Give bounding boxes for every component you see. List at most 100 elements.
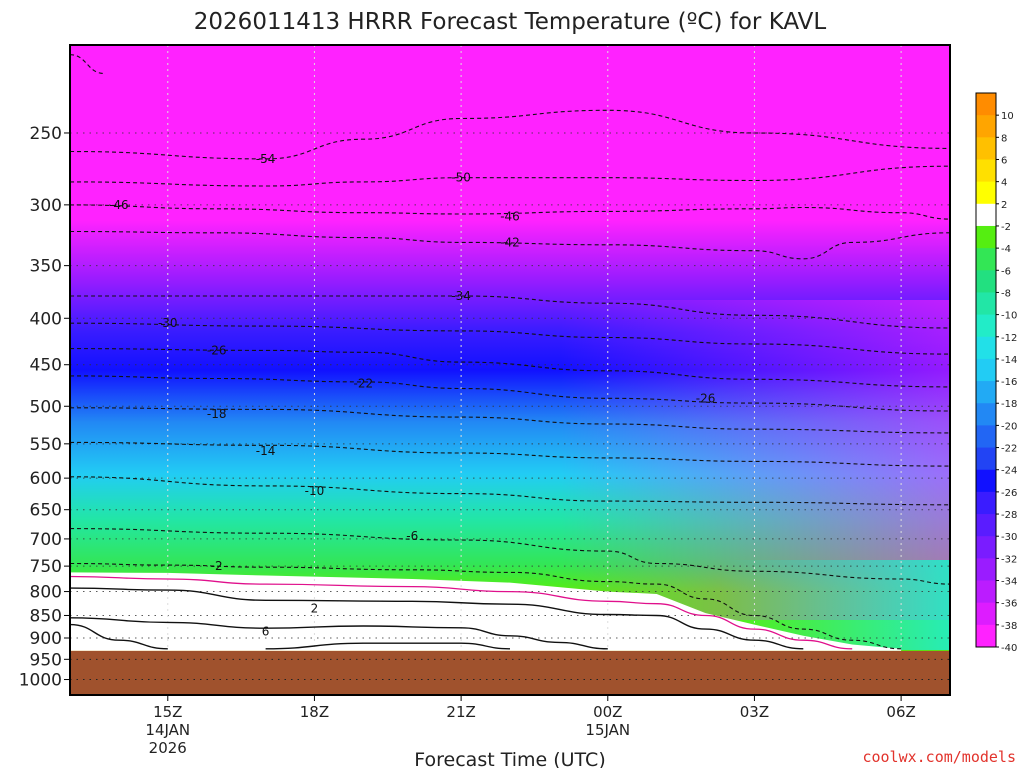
colorbar-swatch-10	[976, 314, 996, 338]
x-tick-label-06Z: 06Z	[886, 703, 915, 721]
contour-line--54	[70, 109, 950, 160]
contour-labels: -54 -50 -46 -46 -42 -34 -30 -26 -26 -2 2 -18 -14 -10 -…	[109, 152, 715, 638]
contour-label-6: -30	[158, 316, 178, 330]
warm-contour-2	[70, 623, 168, 650]
colorbar-label-11: -14	[1001, 355, 1017, 366]
colorbar-swatch-24	[976, 624, 996, 648]
contour-label-3: -46	[500, 210, 520, 224]
colorbar-swatch-15	[976, 425, 996, 449]
contour-lines	[70, 54, 950, 650]
colorbar-swatch-0	[976, 93, 996, 116]
colorbar-label-6: -4	[1001, 244, 1011, 255]
x-axis-title: Forecast Time (UTC)	[414, 749, 605, 768]
colorbar-label-2: 6	[1001, 155, 1007, 166]
colorbar-label-19: -30	[1001, 532, 1017, 543]
colorbar-swatch-8	[976, 270, 996, 293]
colorbar-label-10: -12	[1001, 333, 1017, 344]
y-tick-label-850: 850	[30, 606, 62, 626]
colorbar-label-9: -10	[1001, 311, 1017, 322]
contour-label-10: -18	[207, 407, 227, 421]
colorbar-label-18: -28	[1001, 510, 1017, 521]
freezing-line	[70, 575, 853, 650]
colorbar: 10 8 6 4 2 -2 -4 -6 -8 -10 -12 -14 -16 -18 -20 -22 -24 -2…	[975, 92, 1017, 654]
colorbar-swatch-3	[976, 159, 996, 183]
colorbar-label-5: -2	[1001, 222, 1011, 233]
y-tick-label-250: 250	[30, 124, 62, 144]
contour-label-11: -14	[256, 444, 276, 458]
colorbar-swatch-13	[976, 381, 996, 404]
contour-label-7: -26	[207, 343, 227, 357]
colorbar-label-0: 10	[1001, 111, 1014, 122]
colorbar-swatch-6	[976, 225, 996, 249]
x-tick-label-21Z: 21Z	[446, 703, 475, 721]
credit-link[interactable]: coolwx.com/models	[862, 748, 1016, 766]
contour-line-minus-2	[70, 562, 902, 650]
y-tick-label-600: 600	[30, 469, 62, 489]
colorbar-label-24: -40	[1001, 643, 1017, 654]
y-tick-label-700: 700	[30, 530, 62, 550]
colorbar-label-17: -26	[1001, 488, 1017, 499]
colorbar-swatch-2	[976, 137, 996, 160]
near-zero-layer-fill	[70, 572, 902, 651]
y-tick-label-650: 650	[30, 501, 62, 521]
y-tick-label-550: 550	[30, 435, 62, 455]
contour-line--6	[70, 528, 950, 585]
contour-label-4: -42	[500, 235, 520, 249]
colorbar-frame	[975, 92, 997, 648]
colorbar-label-13: -18	[1001, 399, 1017, 410]
x-tick-label-18Z: 18Z	[300, 703, 329, 721]
colorbar-swatch-21	[976, 558, 996, 582]
colorbar-label-12: -16	[1001, 377, 1017, 388]
contour-label-0: -54	[256, 152, 276, 166]
contour-line--42	[70, 230, 950, 260]
contour-label-13: -6	[406, 529, 418, 543]
colorbar-swatch-12	[976, 358, 996, 382]
colorbar-swatch-22	[976, 580, 996, 604]
warm-contour-3	[265, 642, 511, 650]
plot-frame	[69, 44, 951, 696]
colorbar-label-15: -22	[1001, 444, 1017, 455]
colorbar-label-3: 4	[1001, 178, 1007, 189]
contour-label-16: 6	[262, 624, 270, 638]
y-tick-label-950: 950	[30, 650, 62, 670]
contour-label-15: 2	[311, 601, 319, 615]
warm-contour-0	[70, 587, 804, 650]
y-tick-label-400: 400	[30, 309, 62, 329]
grid-lines	[70, 45, 950, 695]
contour-label-1: -50	[451, 171, 471, 185]
contour-line--18	[70, 407, 950, 434]
contour-label-8: -26	[696, 391, 716, 405]
y-tick-label-800: 800	[30, 583, 62, 603]
colorbar-label-8: -8	[1001, 288, 1011, 299]
contour-label-2: -46	[109, 198, 129, 212]
colorbar-label-23: -38	[1001, 621, 1017, 632]
contour-label-14: -2	[211, 559, 223, 573]
warm-contour-1	[70, 617, 608, 650]
colorbar-swatch-20	[976, 536, 996, 559]
contour-line--14	[70, 441, 950, 467]
y-axis-ticks: 250 300 350 400 450 500 550 600 650 700 750 800 850 9…	[19, 124, 70, 691]
contour-label-5: -34	[451, 289, 471, 303]
contour-line--10	[70, 476, 950, 506]
colorbar-swatch-5	[976, 203, 996, 227]
y-tick-label-500: 500	[30, 397, 62, 417]
contour-line--26	[70, 348, 950, 388]
y-tick-label-1000: 1000	[19, 671, 62, 691]
x-tick-label-00Z: 00Z	[593, 703, 622, 721]
y-tick-label-300: 300	[30, 196, 62, 216]
colorbar-label-4: 2	[1001, 200, 1007, 211]
contour-line--46	[70, 204, 950, 220]
colorbar-swatch-14	[976, 403, 996, 426]
contour-label-12: -10	[305, 484, 325, 498]
y-tick-label-450: 450	[30, 356, 62, 376]
colorbar-swatch-1	[976, 115, 996, 138]
colorbar-label-21: -34	[1001, 577, 1017, 588]
y-tick-label-350: 350	[30, 257, 62, 277]
plot-area: -54 -50 -46 -46 -42 -34 -30 -26 -26 -2 2 -18 -14 -10 -…	[70, 45, 950, 695]
x-tick-sublabel-15JAN: 15JAN	[585, 721, 630, 739]
contour-line-corner	[70, 54, 105, 75]
x-tick-sublabel-2026: 2026	[149, 739, 187, 757]
colorbar-swatch-7	[976, 248, 996, 271]
